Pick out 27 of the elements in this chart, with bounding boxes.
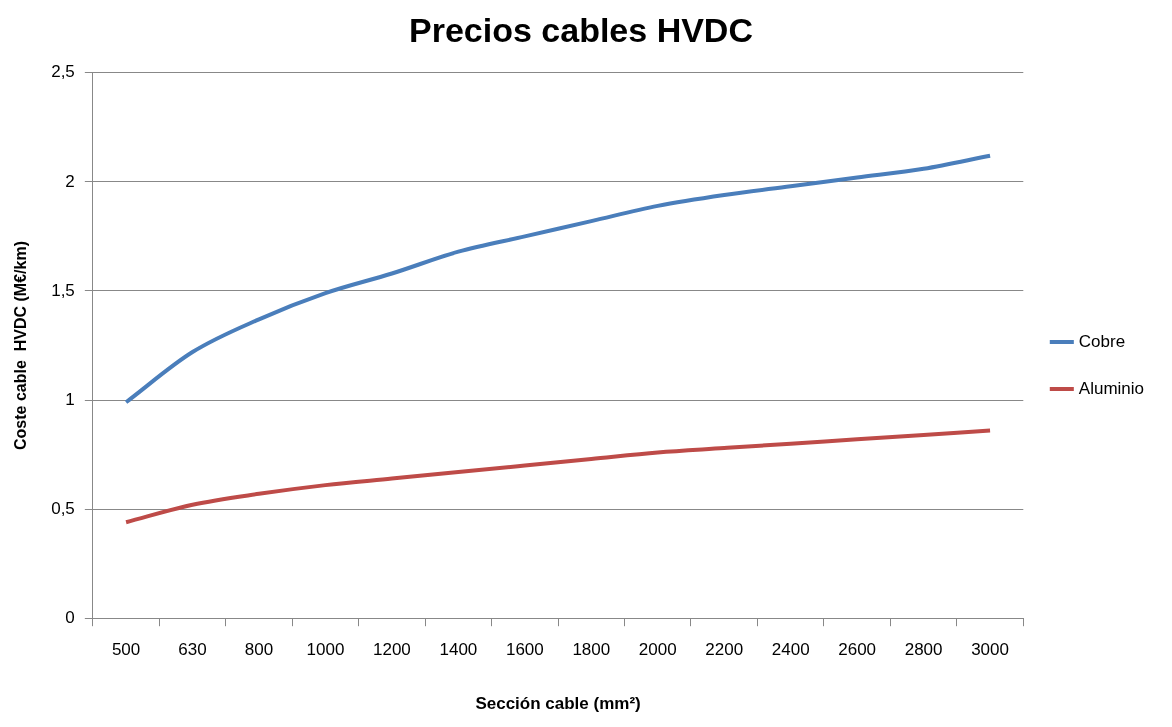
y-tick-label: 0,5 bbox=[51, 498, 75, 518]
x-tick-label: 1200 bbox=[373, 640, 411, 660]
y-tick-label: 2,5 bbox=[51, 62, 75, 82]
chart-title: Precios cables HVDC bbox=[409, 10, 753, 49]
x-tick-label: 1400 bbox=[439, 640, 478, 660]
y-tick-label: 2 bbox=[65, 171, 75, 191]
y-tick-label: 0 bbox=[65, 607, 75, 627]
x-tick-label: 800 bbox=[244, 640, 274, 660]
x-tick-label: 500 bbox=[111, 640, 141, 660]
line-series bbox=[124, 153, 993, 405]
y-axis-title: Coste cable HVDC (M€/km) bbox=[12, 241, 30, 450]
y-tick-label: 1,5 bbox=[51, 280, 75, 300]
x-tick-label: 1000 bbox=[306, 640, 345, 660]
x-axis-title: Sección cable (mm²) bbox=[475, 694, 641, 714]
legend-label: Aluminio bbox=[1078, 378, 1145, 398]
legend-label: Cobre bbox=[1078, 331, 1126, 351]
x-tick-label: 2600 bbox=[838, 640, 877, 660]
x-tick-label: 2800 bbox=[904, 640, 943, 660]
x-tick-label: 1600 bbox=[505, 640, 544, 660]
y-tick-label: 1 bbox=[65, 389, 75, 409]
x-tick-label: 2400 bbox=[771, 640, 810, 660]
x-tick-label: 3000 bbox=[971, 640, 1009, 660]
x-tick-label: 630 bbox=[178, 640, 207, 660]
x-tick-label: 1800 bbox=[572, 640, 611, 660]
x-tick-label: 2200 bbox=[705, 640, 744, 660]
x-tick-label: 2000 bbox=[638, 640, 677, 660]
line-series bbox=[124, 428, 993, 525]
